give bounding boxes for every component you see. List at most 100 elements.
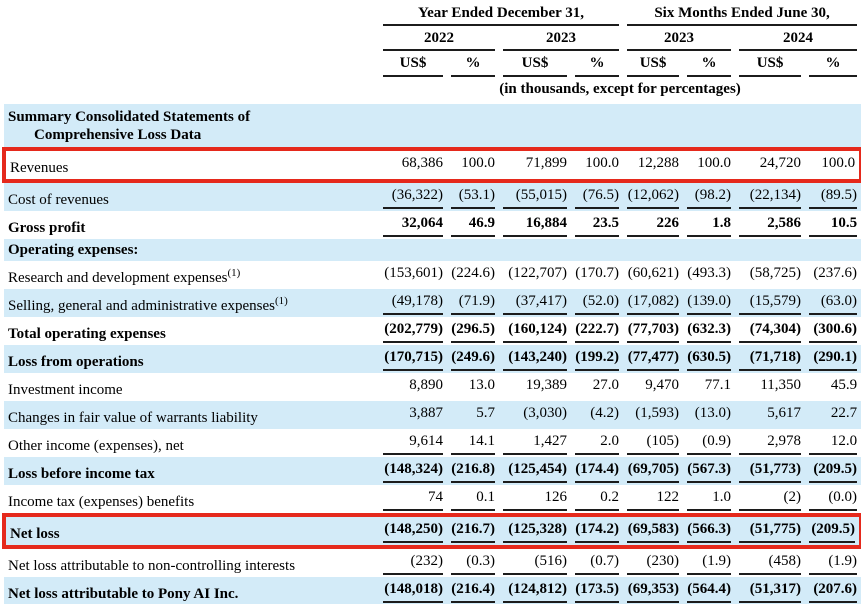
value-cell: 1.0 <box>683 485 735 515</box>
value-cell: (105) <box>623 429 683 457</box>
row-label: Investment income <box>8 382 123 398</box>
value-cell: 0.2 <box>571 485 623 515</box>
value-cell <box>571 239 623 261</box>
value-cell: (77,477) <box>623 345 683 373</box>
row-label: Other income (expenses), net <box>8 438 184 454</box>
table-row: Changes in fair value of warrants liabil… <box>4 401 861 429</box>
col-year-2023: 2023 <box>499 26 623 51</box>
value-cell: 126 <box>499 485 571 515</box>
value-cell: (89.5) <box>805 181 861 211</box>
value-cell: (12,062) <box>623 181 683 211</box>
row-label: Loss from operations <box>8 354 144 370</box>
table-row: Selling, general and administrative expe… <box>4 289 861 317</box>
value-cell: (216.8) <box>447 457 499 485</box>
value-cell: (143,240) <box>499 345 571 373</box>
value-cell <box>735 239 805 261</box>
value-cell: (148,324) <box>379 457 447 485</box>
value-cell: (232) <box>379 547 447 577</box>
col-unit-usd: US$ <box>379 51 447 77</box>
value-cell: 5,617 <box>767 405 802 421</box>
value-cell: 9,470 <box>645 377 680 393</box>
value-cell: (51,317) <box>735 577 805 604</box>
value-cell: (230) <box>623 547 683 577</box>
value-cell: (122,707) <box>508 265 567 281</box>
value-cell: (493.3) <box>687 265 732 281</box>
col-year-2023-interim: 2023 <box>623 26 735 51</box>
value-cell: (74,304) <box>735 317 805 345</box>
value-cell: 122 <box>623 485 683 515</box>
value-cell: 23.5 <box>571 211 623 239</box>
value-cell: (173.5) <box>571 577 623 604</box>
value-cell: (58,725) <box>749 265 802 281</box>
value-cell: (224.6) <box>451 265 495 281</box>
col-unit-percent: % <box>683 51 735 77</box>
row-label: Revenues <box>2 147 379 183</box>
value-cell: 3,887 <box>409 405 443 421</box>
label-column-spacer <box>4 77 379 104</box>
value-cell: (36,322) <box>379 181 447 211</box>
value-cell: (209.5) <box>805 457 861 485</box>
value-cell: (69,705) <box>623 457 683 485</box>
row-label: Selling, general and administrative expe… <box>8 295 288 315</box>
label-column-spacer <box>4 26 379 51</box>
value-cell: (51,773) <box>735 457 805 485</box>
table-row: Net loss attributable to non-controlling… <box>4 547 861 577</box>
value-cell: (71,718) <box>735 345 805 373</box>
value-cell: (76.5) <box>571 181 623 211</box>
value-cell: (53.1) <box>447 181 499 211</box>
value-cell <box>379 239 447 261</box>
value-cell: (249.6) <box>447 345 499 373</box>
col-unit-percent: % <box>805 51 861 77</box>
value-cell: 100.0 <box>683 147 736 183</box>
value-cell: 13.0 <box>468 377 495 393</box>
value-cell: (1.9) <box>805 547 861 577</box>
value-cell: 77.1 <box>704 377 732 393</box>
row-label: Changes in fair value of warrants liabil… <box>8 410 258 426</box>
value-cell: (15,579) <box>735 289 805 317</box>
value-cell: (174.2) <box>571 513 624 549</box>
value-cell: 2,978 <box>735 429 805 457</box>
footnote-marker: (1) <box>275 295 288 307</box>
value-cell: (0.0) <box>805 485 861 515</box>
row-label: Cost of revenues <box>8 192 109 208</box>
value-cell: 100.0 <box>805 147 861 183</box>
section-title-line1: Summary Consolidated Statements of <box>8 109 251 125</box>
section-title: Summary Consolidated Statements of Compr… <box>4 104 861 149</box>
value-cell: (216.4) <box>447 577 499 604</box>
value-cell <box>499 239 571 261</box>
row-label: Total operating expenses <box>8 326 166 342</box>
value-cell: (4.2) <box>590 405 620 421</box>
units-note: (in thousands, except for percentages) <box>499 81 741 97</box>
table-row: Research and development expenses(1) (153… <box>4 261 861 289</box>
value-cell: (237.6) <box>813 265 858 281</box>
value-cell: 74 <box>379 485 447 515</box>
value-cell: (2) <box>735 485 805 515</box>
value-cell <box>623 239 683 261</box>
value-cell: (170,715) <box>379 345 447 373</box>
value-cell: (566.3) <box>683 513 736 549</box>
value-cell: 27.0 <box>592 377 620 393</box>
value-cell: (222.7) <box>571 317 623 345</box>
value-cell: (160,124) <box>499 317 571 345</box>
row-label: Gross profit <box>8 220 86 236</box>
col-group-six-months-label: Six Months Ended June 30, <box>627 2 858 26</box>
table-row: Net loss attributable to Pony AI Inc. (14… <box>4 577 861 604</box>
col-group-six-months: Six Months Ended June 30, <box>623 2 861 26</box>
col-group-year-ended-label: Year Ended December 31, <box>383 2 620 26</box>
value-cell: 45.9 <box>830 377 858 393</box>
col-unit-percent: % <box>447 51 499 77</box>
value-cell: (567.3) <box>683 457 735 485</box>
value-cell: (207.6) <box>805 577 861 604</box>
row-label: Net loss <box>2 513 379 549</box>
col-unit-percent: % <box>571 51 623 77</box>
value-cell: 10.5 <box>805 211 861 239</box>
value-cell: (202,779) <box>379 317 447 345</box>
value-cell: (516) <box>499 547 571 577</box>
value-cell: (564.4) <box>683 577 735 604</box>
value-cell: (125,454) <box>499 457 571 485</box>
value-cell: (0.9) <box>683 429 735 457</box>
table-row: Total operating expenses (202,779) (296.5)… <box>4 317 861 345</box>
value-cell: (300.6) <box>805 317 861 345</box>
label-column-spacer <box>4 2 379 26</box>
value-cell: 32,064 <box>379 211 447 239</box>
